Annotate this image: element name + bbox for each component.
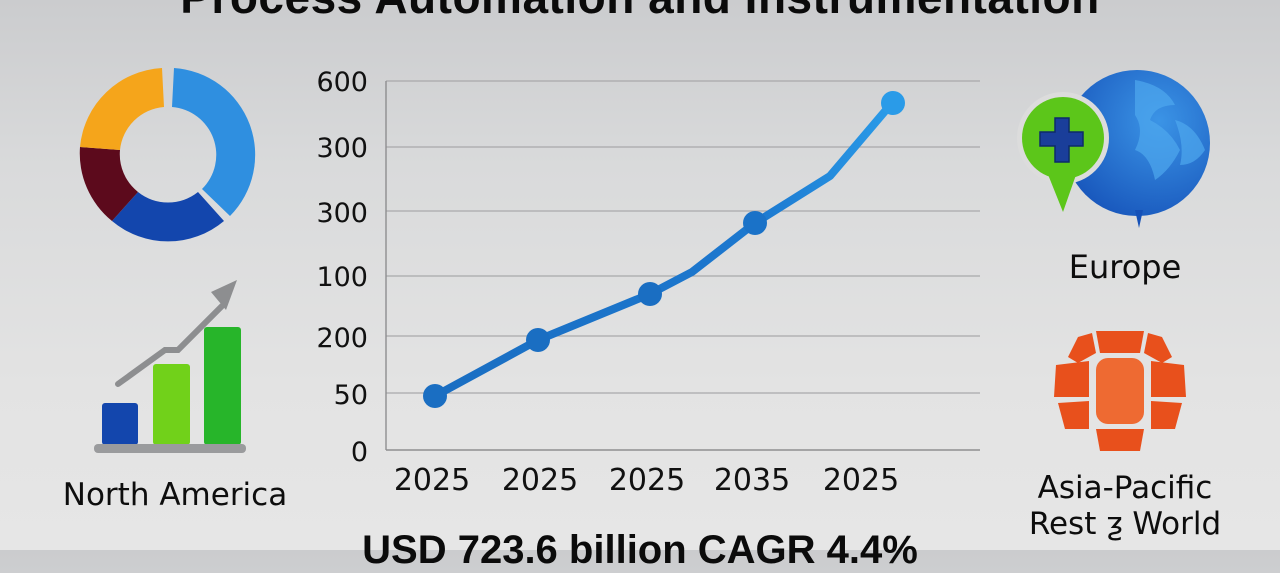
rest-of-world-label: Rest ƺ World: [1028, 506, 1222, 542]
line-chart: [385, 80, 980, 451]
x-tick-label: 2025: [822, 463, 900, 498]
chart-gridlines: [385, 80, 980, 451]
y-tick-label: 300: [316, 198, 368, 229]
page-title: Process Automation and Instrumentation: [0, 0, 1280, 24]
asia-pacific-label: Asia-Pacific Rest ƺ World: [1020, 470, 1230, 542]
x-tick-label: 2025: [501, 463, 579, 498]
data-point: [526, 328, 550, 352]
y-tick-label: 0: [350, 437, 368, 468]
data-point: [423, 384, 447, 408]
europe-label: Europe: [1068, 248, 1182, 286]
data-point: [881, 91, 905, 115]
globe-with-plus-pin-icon: [1017, 70, 1210, 228]
y-tick-label: 50: [333, 380, 368, 411]
y-tick-label: 200: [316, 323, 368, 354]
data-point: [743, 211, 767, 235]
x-tick-label: 2025: [608, 463, 686, 498]
data-point: [638, 282, 662, 306]
north-america-label: North America: [62, 477, 288, 513]
x-tick-label: 2025: [393, 463, 471, 498]
donut-chart-icon: [79, 68, 256, 242]
asia-pacific-label-line1: Asia-Pacific: [1037, 470, 1213, 506]
y-tick-label: 600: [316, 67, 368, 98]
x-tick-label: 2035: [713, 463, 791, 498]
y-tick-label: 300: [316, 133, 368, 164]
orange-globe-icon: [1054, 331, 1186, 451]
growth-bar-chart-icon: [94, 280, 246, 453]
y-tick-label: 100: [316, 262, 368, 293]
